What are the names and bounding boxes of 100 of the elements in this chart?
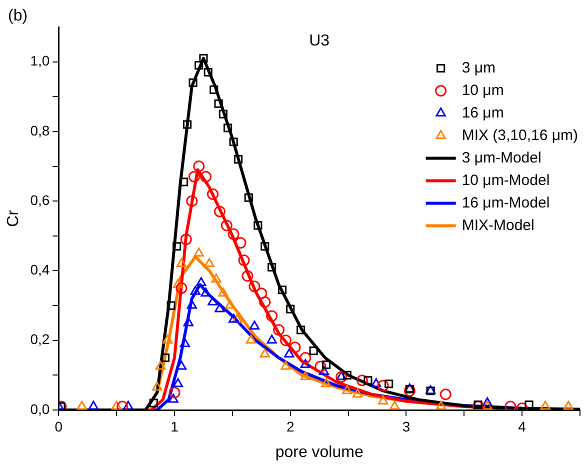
- point: [168, 386, 180, 398]
- point: [172, 378, 184, 388]
- point: [186, 195, 198, 207]
- point: [318, 366, 330, 375]
- y-tick-label: 0,4: [30, 262, 50, 278]
- point: [172, 278, 184, 288]
- point: [194, 61, 204, 70]
- point: [206, 188, 218, 200]
- point: [220, 220, 232, 232]
- point: [342, 385, 352, 394]
- point: [188, 170, 200, 182]
- legend-label: 10 μm: [462, 82, 504, 99]
- y-tick-label: 0,0: [30, 400, 50, 417]
- point: [196, 277, 206, 286]
- y-tick-label: 0,6: [30, 192, 50, 208]
- point: [224, 124, 232, 132]
- point: [390, 400, 400, 410]
- point: [254, 221, 262, 230]
- point: [194, 248, 204, 257]
- point: [289, 342, 301, 354]
- point: [234, 155, 243, 164]
- point: [208, 296, 218, 306]
- point: [482, 397, 492, 406]
- point: [218, 110, 228, 118]
- point: [436, 400, 446, 410]
- legend-label: 3 μm-Model: [462, 149, 542, 166]
- point: [238, 254, 250, 266]
- point: [260, 242, 270, 251]
- point: [183, 317, 194, 326]
- point: [218, 288, 228, 297]
- point: [88, 400, 98, 410]
- point: [123, 400, 134, 410]
- point: [440, 388, 452, 400]
- point: [229, 138, 238, 146]
- y-axis-title: Cr: [5, 209, 22, 227]
- point: [278, 286, 287, 294]
- point: [563, 400, 574, 410]
- x-tick-label: 0: [54, 418, 63, 434]
- point: [199, 54, 208, 63]
- point: [210, 85, 218, 94]
- point: [286, 304, 295, 314]
- point: [180, 234, 192, 246]
- y-tick-label: 0,8: [30, 122, 50, 138]
- point: [266, 310, 278, 322]
- legend-label: 3 μm: [462, 59, 496, 76]
- point: [190, 286, 200, 295]
- point: [211, 274, 222, 283]
- point: [152, 382, 162, 391]
- point: [188, 78, 198, 87]
- point: [214, 303, 225, 312]
- y-tick-label: 0,2: [30, 331, 50, 348]
- point: [482, 400, 492, 410]
- point: [268, 262, 276, 272]
- point: [172, 242, 182, 251]
- point: [300, 352, 312, 364]
- point: [322, 360, 331, 370]
- point: [364, 376, 372, 385]
- point: [112, 400, 122, 410]
- point: [296, 326, 306, 334]
- x-tick-label: 4: [518, 418, 526, 434]
- point: [204, 258, 214, 268]
- point: [248, 280, 260, 292]
- point: [166, 301, 176, 310]
- text: (b): [8, 7, 28, 24]
- point: [234, 237, 246, 249]
- point: [76, 400, 87, 410]
- legend-label: 16 μm: [462, 104, 504, 122]
- point: [180, 338, 190, 348]
- point: [160, 353, 170, 362]
- point: [186, 300, 197, 309]
- x-tick-label: 2: [286, 418, 294, 434]
- point: [260, 348, 270, 358]
- point: [149, 398, 158, 408]
- legend-label: 10 μm-Model: [462, 172, 550, 189]
- point: [280, 334, 292, 346]
- point: [156, 360, 166, 370]
- legend-label: 16 μm-Model: [462, 194, 550, 212]
- point: [284, 348, 294, 358]
- legend-label: MIX-Model: [462, 216, 534, 234]
- point: [342, 370, 352, 380]
- point: [540, 400, 550, 410]
- point: [200, 170, 212, 182]
- point: [321, 378, 332, 388]
- point: [214, 99, 223, 108]
- point: [200, 288, 211, 297]
- y-tick-label: 1,0: [30, 52, 50, 69]
- point: [228, 228, 240, 240]
- point: [371, 378, 382, 388]
- chart-title: U3: [309, 32, 330, 50]
- point: [176, 282, 188, 294]
- point: [162, 334, 173, 344]
- point: [232, 314, 242, 323]
- x-axis-title: pore volume: [275, 444, 364, 461]
- point: [378, 396, 388, 405]
- point: [259, 296, 271, 308]
- point: [524, 400, 534, 410]
- legend-label: MIX (3,10,16 μm): [462, 126, 578, 144]
- point: [504, 400, 516, 410]
- point: [182, 120, 192, 129]
- point: [246, 334, 256, 344]
